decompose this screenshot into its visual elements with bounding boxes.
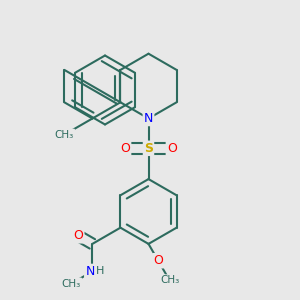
Text: O: O: [74, 229, 83, 242]
Text: N: N: [85, 265, 95, 278]
Text: O: O: [120, 142, 130, 155]
Text: CH₃: CH₃: [160, 275, 179, 285]
Text: CH₃: CH₃: [62, 279, 81, 289]
Text: O: O: [153, 254, 163, 267]
Text: O: O: [167, 142, 177, 155]
Text: N: N: [144, 112, 153, 125]
Text: CH₃: CH₃: [55, 130, 74, 140]
Text: S: S: [144, 142, 153, 155]
Text: H: H: [96, 266, 104, 276]
